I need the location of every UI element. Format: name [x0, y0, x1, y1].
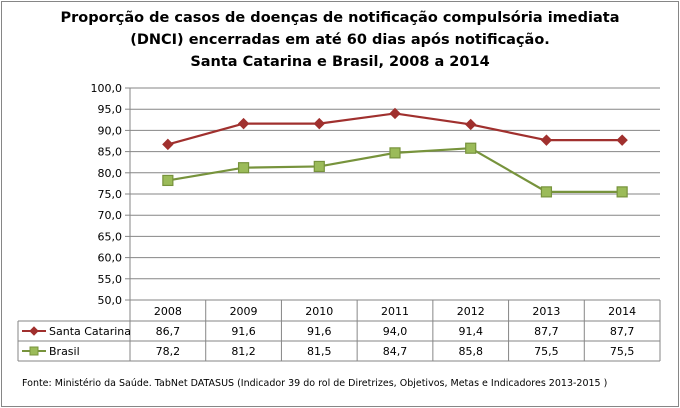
x-category-label: 2008 [154, 305, 182, 318]
data-table-value: 75,5 [610, 345, 635, 358]
data-point-diamond [465, 118, 477, 131]
legend-square-marker [29, 346, 39, 356]
chart-title-line-2: (DNCI) encerradas em até 60 dias após no… [130, 32, 550, 48]
x-category-label: 2012 [457, 305, 485, 318]
y-tick-label: 65,0 [98, 230, 123, 243]
data-point-square [313, 160, 325, 173]
data-table-value: 81,5 [307, 345, 332, 358]
legend-label: Brasil [49, 345, 80, 358]
x-category-label: 2011 [381, 305, 409, 318]
data-point-square [465, 142, 477, 154]
y-tick-label: 95,0 [98, 103, 123, 116]
data-point-diamond [540, 134, 553, 146]
data-table-value: 75,5 [534, 345, 559, 358]
data-table-value: 87,7 [534, 325, 559, 338]
x-category-label: 2009 [230, 305, 258, 318]
data-point-diamond [389, 107, 401, 120]
data-table-value: 81,2 [231, 345, 256, 358]
y-tick-label: 75,0 [98, 188, 123, 201]
y-tick-label: 70,0 [98, 209, 123, 222]
data-point-diamond [237, 117, 250, 130]
y-tick-label: 50,0 [98, 294, 123, 307]
data-table-value: 87,7 [610, 325, 635, 338]
y-tick-label: 90,0 [98, 124, 123, 137]
data-point-square [162, 174, 174, 187]
x-category-label: 2013 [532, 305, 560, 318]
y-tick-label: 100,0 [91, 82, 123, 95]
data-table-value: 94,0 [383, 325, 408, 338]
source-note: Fonte: Ministério da Saúde. TabNet DATAS… [22, 378, 608, 389]
data-table-value: 84,7 [383, 345, 408, 358]
data-point-diamond [616, 134, 628, 146]
x-category-label: 2014 [608, 305, 636, 318]
data-point-square [237, 162, 250, 174]
data-table-value: 86,7 [156, 325, 181, 338]
y-tick-label: 80,0 [98, 167, 123, 180]
legend-label: Santa Catarina [49, 325, 131, 338]
data-table-value: 91,6 [231, 325, 256, 338]
data-point-diamond [313, 117, 325, 130]
data-point-square [389, 147, 401, 159]
data-table-value: 91,6 [307, 325, 332, 338]
y-tick-label: 55,0 [98, 273, 123, 286]
chart-title-line-3: Santa Catarina e Brasil, 2008 a 2014 [190, 54, 490, 70]
data-point-square [540, 186, 553, 198]
chart-title-line-1: Proporção de casos de doenças de notific… [60, 10, 620, 26]
data-table-value: 78,2 [156, 345, 181, 358]
x-category-label: 2010 [305, 305, 333, 318]
legend-diamond-marker [29, 326, 39, 336]
y-tick-label: 85,0 [98, 146, 123, 159]
data-table-value: 85,8 [458, 345, 483, 358]
data-point-square [616, 186, 628, 198]
data-point-diamond [162, 138, 174, 151]
y-tick-label: 60,0 [98, 252, 123, 265]
data-table-value: 91,4 [458, 325, 483, 338]
